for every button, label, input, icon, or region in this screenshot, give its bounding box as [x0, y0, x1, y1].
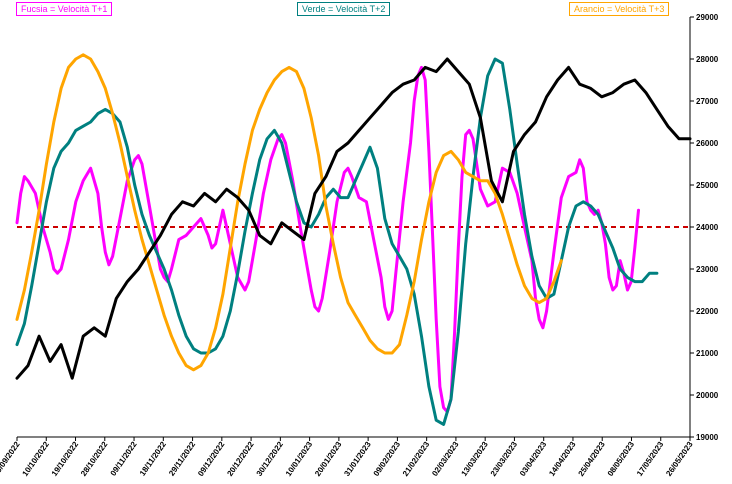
x-tick-label: 31/01/2023 — [342, 440, 373, 478]
y-tick-label: 26000 — [696, 139, 719, 148]
x-tick-label: 02/03/2023 — [430, 440, 461, 478]
y-tick-label: 25000 — [696, 181, 719, 190]
y-tick-label: 21000 — [696, 349, 719, 358]
series-layer — [15, 53, 692, 426]
x-tick-label: 20/12/2022 — [225, 440, 256, 478]
x-tick-label: 09/12/2022 — [196, 440, 227, 478]
x-tick-label: 03/04/2023 — [518, 440, 549, 478]
x-tick-label: 13/03/2023 — [459, 440, 490, 478]
x-tick-label: 29/11/2022 — [167, 440, 197, 478]
y-tick-label: 22000 — [696, 307, 719, 316]
y-tick-label: 29000 — [696, 13, 719, 22]
x-tick-label: 08/05/2023 — [606, 440, 637, 478]
y-tick-label: 28000 — [696, 55, 719, 64]
series-fucsia — [15, 65, 640, 414]
y-tick-label: 27000 — [696, 97, 719, 106]
x-tick-label: 23/03/2023 — [489, 440, 520, 478]
x-tick-label: 26/05/2023 — [664, 440, 695, 478]
y-tick-label: 20000 — [696, 391, 719, 400]
x-tick-label: 10/01/2023 — [284, 440, 315, 478]
x-tick-label: 14/04/2023 — [547, 440, 578, 478]
series-arancio — [15, 53, 563, 372]
y-tick-label: 23000 — [696, 265, 719, 274]
series-verde — [15, 57, 659, 426]
x-tick-label: 19/10/2022 — [50, 440, 81, 478]
x-tick-label: 25/04/2023 — [577, 440, 608, 478]
x-tick-label: 09/02/2023 — [372, 440, 403, 478]
x-tick-label: 21/02/2023 — [401, 440, 432, 478]
x-tick-label: 29/09/2022 — [0, 440, 22, 478]
legend-verde: Verde = Velocità T+2 — [297, 2, 391, 16]
x-tick-label: 28/10/2022 — [79, 440, 110, 478]
y-tick-label: 19000 — [696, 433, 719, 442]
x-tick-label: 20/01/2023 — [313, 440, 344, 478]
x-tick-label: 30/12/2022 — [255, 440, 286, 478]
legend-fucsia: Fucsia = Velocità T+1 — [16, 2, 113, 16]
x-tick-label: 09/11/2022 — [109, 440, 139, 478]
series-index-black — [15, 57, 692, 380]
y-tick-label: 24000 — [696, 223, 719, 232]
x-tick-label: 18/11/2022 — [138, 440, 168, 478]
x-tick-label: 17/05/2023 — [635, 440, 666, 478]
x-tick-label: 10/10/2022 — [21, 440, 52, 478]
legend-arancio: Arancio = Velocità T+3 — [569, 2, 670, 16]
